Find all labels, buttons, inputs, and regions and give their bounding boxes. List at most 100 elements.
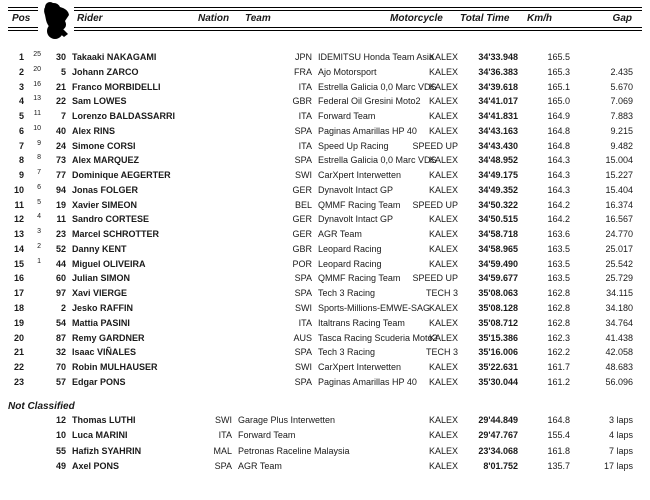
table-row: 20 87 Remy GARDNER AUS Tasca Racing Scuderia… [0,331,650,346]
gap-cell: 16.567 [605,214,633,225]
team-cell: Federal Oil Gresini Moto2 [318,96,421,107]
rider-number-cell: 40 [55,125,66,136]
team-cell: CarXpert Interwetten [318,170,402,181]
team-cell: Leopard Racing [318,243,382,254]
rider-number-cell: 12 [55,415,66,425]
rider-name-cell: Thomas LUTHI [72,415,136,425]
total-time-cell: 35'08.063 [478,288,518,299]
motorcycle-cell: KALEX [428,170,458,181]
nation-cell: GER [292,229,312,240]
column-header-pos: Pos [12,13,31,24]
position-cell: 5 [18,111,24,122]
team-cell: AGR Team [238,461,282,472]
speed-cell: 163.5 [547,273,570,284]
nation-cell: GER [292,214,312,225]
table-row: 16 60 Julian SIMON SPA QMMF Racing Team SPEED… [0,271,650,286]
motorcycle-cell: KALEX [428,52,458,62]
table-row: 5 11 7 Lorenzo BALDASSARRI ITA Forward Team KA… [0,109,650,124]
points-cell: 8 [37,154,41,162]
total-time-cell: 34'50.515 [478,214,518,225]
team-cell: Italtrans Racing Team [318,317,405,328]
speed-cell: 163.5 [547,258,570,269]
points-cell: 7 [37,169,41,177]
speed-cell: 162.8 [547,303,570,314]
rider-name-cell: Alex RINS [72,125,116,136]
gap-cell: 34.764 [605,317,633,328]
table-row: 8 8 73 Alex MARQUEZ SPA Estrella Galicia 0,0 … [0,153,650,168]
nation-cell: SWI [295,170,312,181]
total-time-cell: 34'41.831 [478,111,518,122]
gap-cell: 25.542 [605,258,633,269]
motorcycle-cell: KALEX [428,303,458,314]
rider-name-cell: Jesko RAFFIN [72,303,134,314]
position-cell: 23 [13,376,24,387]
gap-cell: 9.482 [610,140,633,151]
motorcycle-cell: KALEX [428,125,458,136]
table-row: 9 7 77 Dominique AEGERTER SWI CarXpert Interw… [0,168,650,183]
rider-name-cell: Sandro CORTESE [72,214,150,225]
points-cell: 6 [37,183,41,191]
table-row: 21 32 Isaac VIÑALES SPA Tech 3 Racing TECH 3 3… [0,345,650,360]
nation-cell: SPA [294,273,312,284]
team-cell: Speed Up Racing [318,140,389,151]
rider-number-cell: 55 [55,445,66,456]
motorcycle-cell: SPEED UP [412,273,458,284]
speed-cell: 162.2 [547,347,570,358]
classified-results: 1 25 30 Takaaki NAKAGAMI JPN IDEMITSU Honda T… [0,50,650,390]
nation-cell: ITA [298,81,312,92]
position-cell: 4 [18,96,24,107]
position-cell: 2 [18,66,24,77]
column-header-team: Team [245,13,271,24]
nation-cell: ITA [298,111,312,122]
gap-cell: 7.069 [610,96,633,107]
position-cell: 19 [13,317,24,328]
rider-name-cell: Takaaki NAKAGAMI [72,52,157,62]
position-cell: 22 [13,362,24,373]
total-time-cell: 34'39.618 [478,81,518,92]
team-cell: Forward Team [318,111,376,122]
motorcycle-cell: KALEX [428,362,458,373]
motorcycle-cell: KALEX [428,332,458,343]
rider-name-cell: Johann ZARCO [72,66,139,77]
team-cell: Sports-Millions-EMWE-SAG [318,303,431,314]
table-row: 10 6 94 Jonas FOLGER GER Dynavolt Intact GP KA… [0,183,650,198]
motorcycle-cell: KALEX [428,96,458,107]
rider-number-cell: 5 [60,66,66,77]
total-time-cell: 34'49.175 [478,170,518,181]
position-cell: 7 [18,140,24,151]
team-cell: Dynavolt Intact GP [318,184,394,195]
speed-cell: 161.8 [547,445,570,456]
column-header-rider: Rider [77,13,103,24]
rider-name-cell: Edgar PONS [72,376,126,387]
gap-cell: 25.729 [605,273,633,284]
rider-name-cell: Hafizh SYAHRIN [72,445,142,456]
total-time-cell: 34'58.965 [478,243,518,254]
team-cell: Tech 3 Racing [318,347,376,358]
gap-cell: 15.404 [605,184,633,195]
rider-number-cell: 7 [60,111,66,122]
rider-number-cell: 94 [55,184,66,195]
points-cell: 3 [37,228,41,236]
column-header-nation: Nation [198,13,230,24]
team-cell: QMMF Racing Team [318,273,401,284]
position-cell: 16 [13,273,24,284]
nation-cell: SWI [295,303,312,314]
speed-cell: 164.8 [547,415,570,425]
table-row: 2 20 5 Johann ZARCO FRA Ajo Motorsport KALEX 34… [0,65,650,80]
speed-cell: 163.5 [547,243,570,254]
gap-cell: 7.883 [610,111,633,122]
rider-number-cell: 2 [60,303,66,314]
nation-cell: SPA [294,288,312,299]
motorcycle-cell: KALEX [428,155,458,166]
team-cell: QMMF Racing Team [318,199,401,210]
points-cell: 4 [37,213,41,221]
motorcycle-cell: KALEX [428,445,458,456]
nation-cell: SPA [294,155,312,166]
motorcycle-cell: KALEX [428,461,458,472]
gap-cell: 15.227 [605,170,633,181]
rider-name-cell: Jonas FOLGER [72,184,139,195]
rider-name-cell: Julian SIMON [72,273,131,284]
position-cell: 12 [13,214,24,225]
rider-number-cell: 77 [55,170,66,181]
total-time-cell: 34'58.718 [478,229,518,240]
